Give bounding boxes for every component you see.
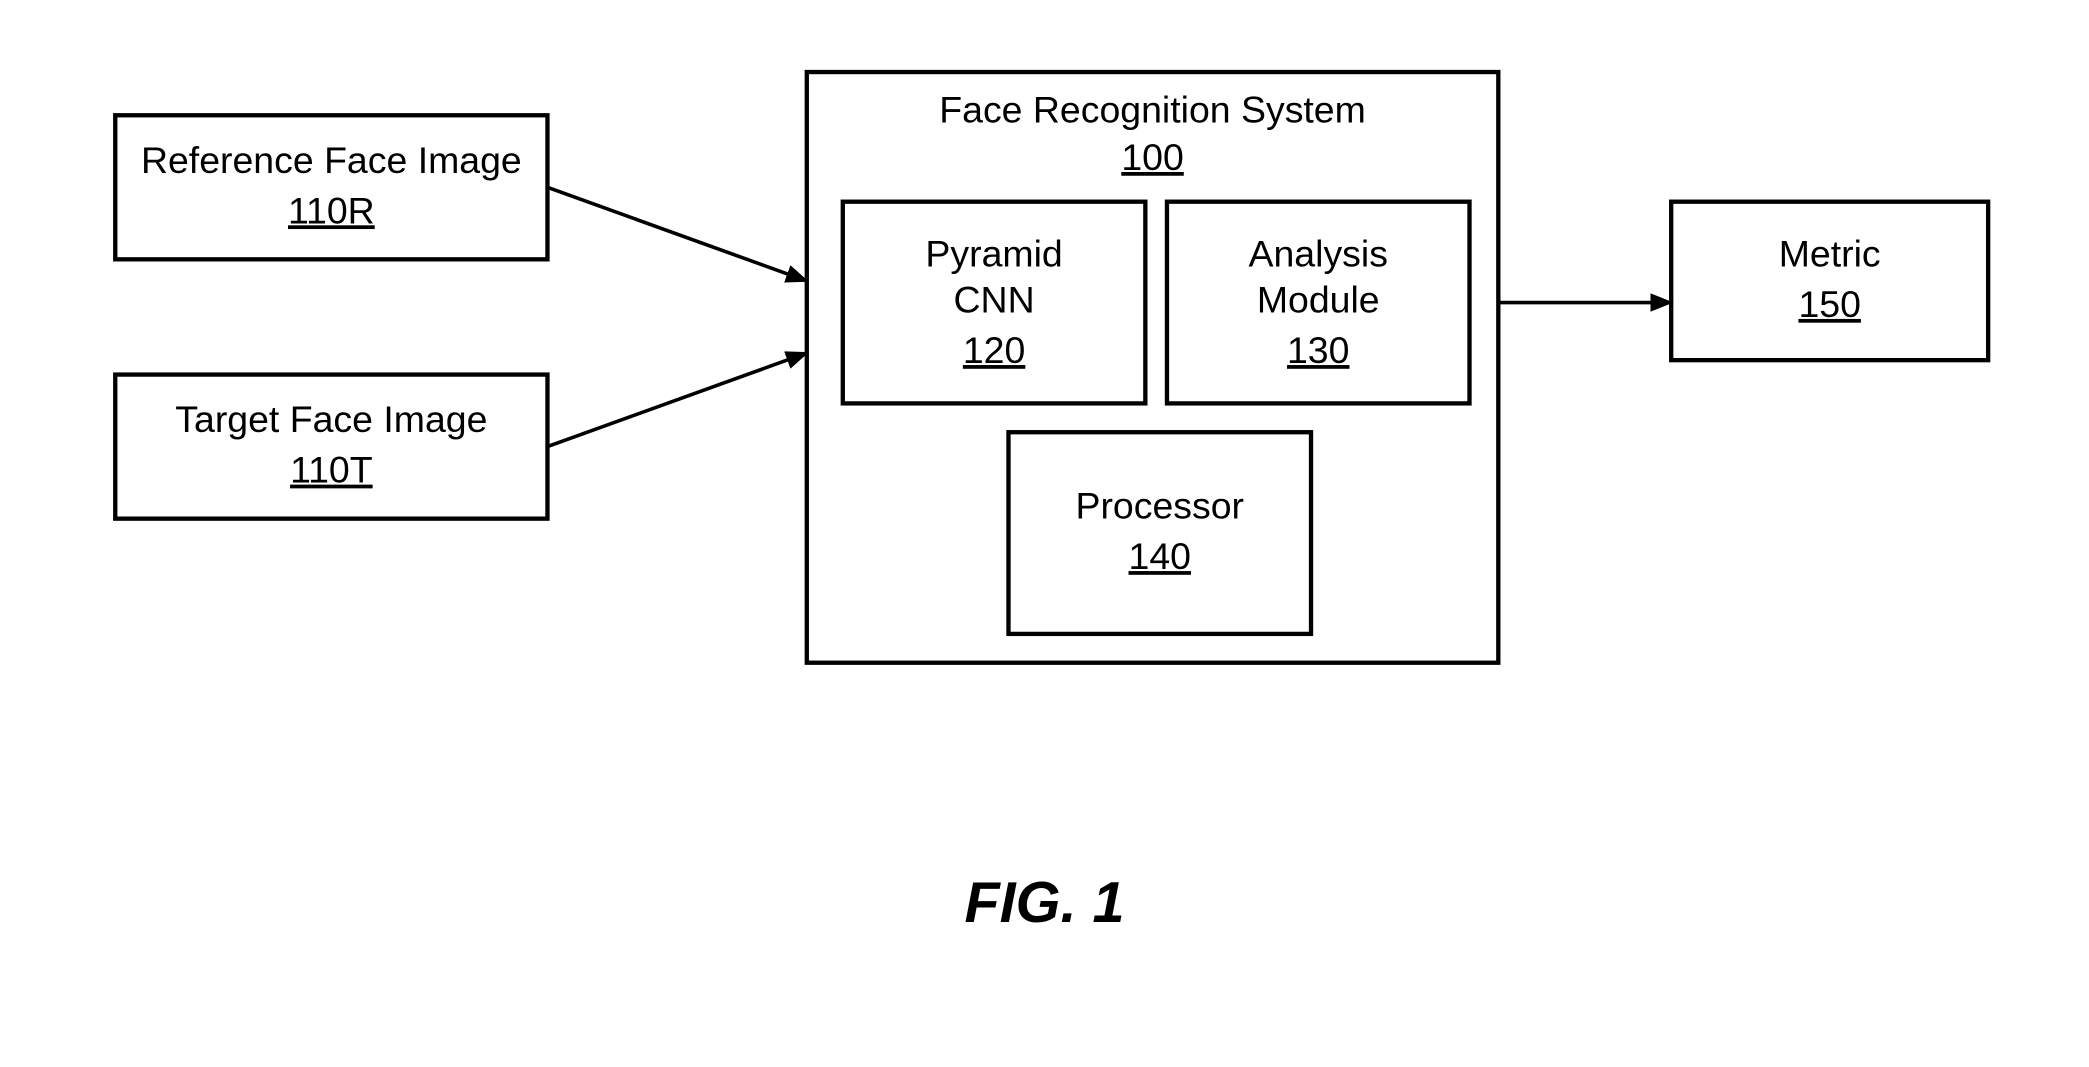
processor-box-rect: [1008, 432, 1311, 634]
processor-ref: 140: [1129, 535, 1191, 577]
pyramid-label-1: Pyramid: [925, 233, 1062, 275]
reference-label: Reference Face Image: [141, 139, 522, 181]
figure-caption: FIG. 1: [964, 871, 1124, 935]
analysis-ref: 130: [1287, 329, 1349, 371]
node-metric: Metric 150: [1671, 202, 1988, 360]
node-reference: Reference Face Image 110R: [115, 115, 547, 259]
metric-box-rect: [1671, 202, 1988, 360]
system-label: Face Recognition System: [939, 88, 1366, 130]
edge-target: [547, 353, 806, 447]
node-target: Target Face Image 110T: [115, 375, 547, 519]
target-ref: 110T: [290, 449, 373, 491]
node-processor: Processor 140: [1008, 432, 1311, 634]
metric-label: Metric: [1779, 233, 1881, 275]
system-ref: 100: [1121, 136, 1183, 178]
processor-label: Processor: [1075, 485, 1244, 527]
reference-box-rect: [115, 115, 547, 259]
edges: [547, 187, 1671, 446]
edge-reference: [547, 187, 806, 281]
reference-ref: 110R: [288, 189, 375, 231]
analysis-label-2: Module: [1257, 279, 1380, 321]
target-label: Target Face Image: [175, 398, 487, 440]
analysis-label-1: Analysis: [1249, 233, 1388, 275]
target-box-rect: [115, 375, 547, 519]
node-analysis: Analysis Module 130: [1167, 202, 1470, 404]
figure-1-diagram: Reference Face Image 110R Target Face Im…: [0, 0, 2089, 1066]
metric-ref: 150: [1798, 283, 1860, 325]
pyramid-ref: 120: [963, 329, 1025, 371]
node-pyramid: Pyramid CNN 120: [843, 202, 1146, 404]
pyramid-label-2: CNN: [954, 279, 1035, 321]
